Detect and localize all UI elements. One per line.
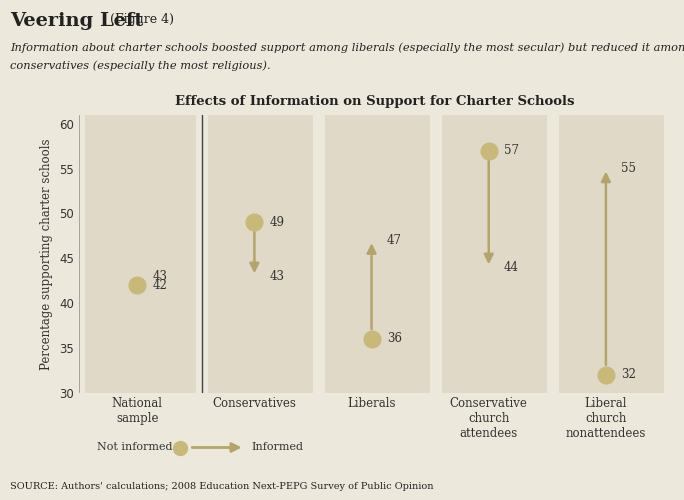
Text: 36: 36	[386, 332, 402, 345]
Bar	[442, 115, 547, 392]
Text: 55: 55	[621, 162, 636, 175]
Text: 32: 32	[621, 368, 636, 381]
Title: Effects of Information on Support for Charter Schools: Effects of Information on Support for Ch…	[174, 96, 575, 108]
Text: 42: 42	[153, 278, 168, 291]
Text: 44: 44	[504, 260, 519, 274]
Text: Information about charter schools boosted support among liberals (especially the: Information about charter schools booste…	[10, 42, 684, 53]
Bar	[559, 115, 664, 392]
Text: SOURCE: Authors' calculations; 2008 Education Next-PEPG Survey of Public Opinion: SOURCE: Authors' calculations; 2008 Educ…	[10, 482, 434, 491]
Text: Not informed: Not informed	[97, 442, 172, 452]
Y-axis label: Percentage supporting charter schools: Percentage supporting charter schools	[40, 138, 53, 370]
Text: (Figure 4): (Figure 4)	[106, 12, 174, 26]
Bar	[85, 115, 196, 392]
Bar	[207, 115, 313, 392]
Text: Informed: Informed	[252, 442, 304, 452]
Text: Veering Left: Veering Left	[10, 12, 144, 30]
Bar	[325, 115, 430, 392]
Text: 43: 43	[269, 270, 285, 282]
Text: 57: 57	[504, 144, 519, 158]
Text: 47: 47	[386, 234, 402, 247]
Text: conservatives (especially the most religious).: conservatives (especially the most relig…	[10, 60, 271, 70]
Text: 49: 49	[269, 216, 285, 229]
Text: 43: 43	[153, 270, 168, 282]
